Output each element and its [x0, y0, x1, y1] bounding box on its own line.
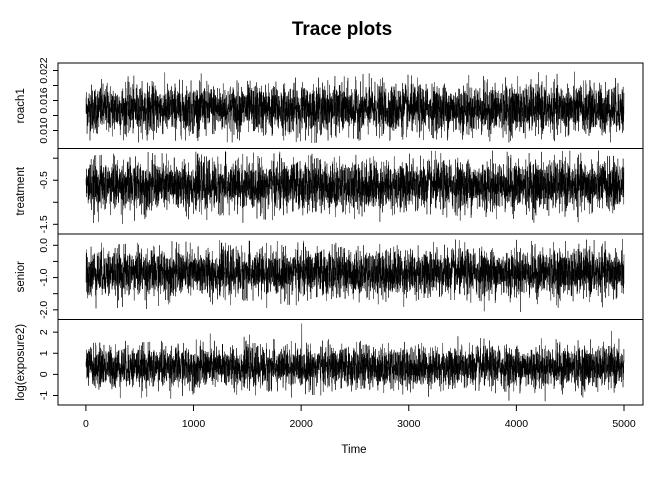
y-tick-label: -2.0 — [38, 301, 50, 319]
x-axis-label: Time — [341, 444, 366, 456]
y-tick-label: 0.022 — [38, 57, 50, 83]
x-tick-label: 3000 — [397, 418, 421, 430]
chart-title: Trace plots — [292, 19, 392, 40]
y-tick-label: 0 — [38, 371, 50, 377]
y-tick-label: 0.010 — [38, 117, 50, 143]
y-tick-label: 2 — [38, 329, 50, 335]
y-tick-label: 1 — [38, 350, 50, 356]
x-tick-label: 1000 — [182, 418, 206, 430]
panel-treatment: -1.5 -0.5 treatment — [15, 148, 644, 235]
y-tick-label: -0.5 — [38, 171, 50, 189]
y-tick-label: 0.016 — [38, 87, 50, 113]
y-axis-label: treatment — [15, 166, 27, 215]
y-tick-label: -1.5 — [38, 215, 50, 233]
trace-line — [85, 71, 625, 143]
trace-line — [85, 150, 625, 225]
panel-roach1: 0.010 0.016 0.022 roach1 — [15, 57, 644, 149]
x-tick-label: 2000 — [289, 418, 313, 430]
panels-group: 0.0100.0160.022roach1-1.5-0.5treatment-2… — [15, 57, 644, 406]
y-axis-label: senior — [15, 261, 27, 292]
x-tick-label: 4000 — [505, 418, 529, 430]
x-tick-label: 5000 — [612, 418, 636, 430]
panel-senior: -2.0 -1.0 0.0 senior — [15, 233, 644, 320]
y-axis-label: roach1 — [15, 88, 27, 123]
x-axis: 0 1000 2000 3000 4000 5000 — [83, 404, 636, 430]
trace-line — [85, 239, 625, 313]
y-tick-label: 0.0 — [38, 238, 50, 253]
trace-line — [85, 323, 625, 402]
y-tick-label: -1.0 — [38, 268, 50, 286]
panel-log-exposure2-: -1 0 1 2 log(exposure2) — [15, 319, 644, 406]
y-axis-label: log(exposure2) — [15, 324, 27, 401]
x-tick-label: 0 — [83, 418, 89, 430]
y-tick-label: -1 — [38, 391, 50, 400]
